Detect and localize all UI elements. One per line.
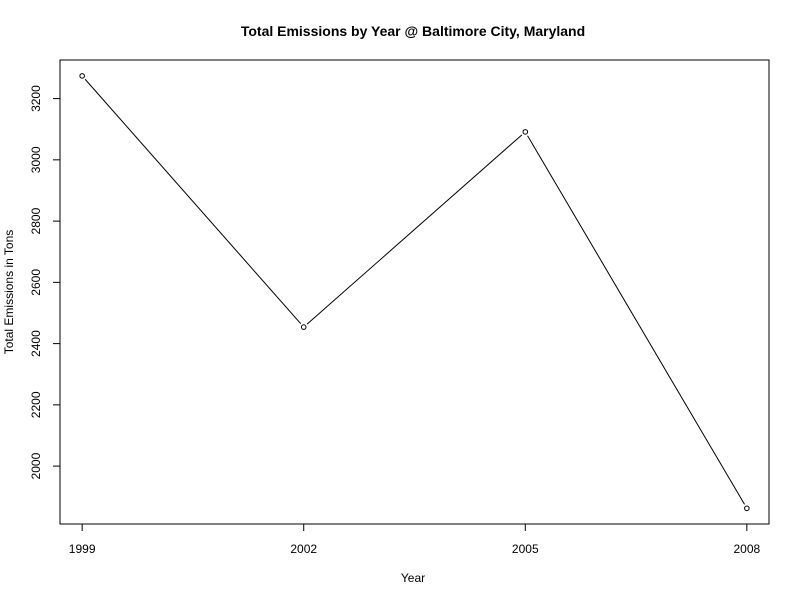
x-tick-label: 2008 [733,542,760,556]
y-tick-label: 2600 [29,269,43,296]
series-line-segment [527,135,745,505]
x-tick-label: 1999 [69,542,96,556]
y-tick-label: 3200 [29,85,43,112]
chart-title: Total Emissions by Year @ Baltimore City… [241,23,585,39]
y-tick-label: 2800 [29,207,43,234]
y-tick-label: 2200 [29,391,43,418]
data-point [300,324,307,330]
x-tick-label: 2002 [290,542,317,556]
plot-frame [59,59,770,525]
y-tick-label: 3000 [29,146,43,173]
series-line-segment [84,78,302,325]
data-point [744,505,750,512]
data-point [522,129,529,135]
x-axis-label: Year [401,571,425,585]
y-tick-label: 2000 [29,452,43,479]
y-axis: 2000 2200 2400 2600 2800 3000 3200 [29,85,60,479]
x-tick-label: 2005 [512,542,539,556]
y-tick-label: 2400 [29,330,43,357]
series-layer [79,73,750,512]
x-axis: 1999 2002 2005 2008 [69,524,761,556]
data-point [79,73,85,79]
series-line-segment [306,134,523,325]
y-axis-label: Total Emissions in Tons [2,230,16,355]
